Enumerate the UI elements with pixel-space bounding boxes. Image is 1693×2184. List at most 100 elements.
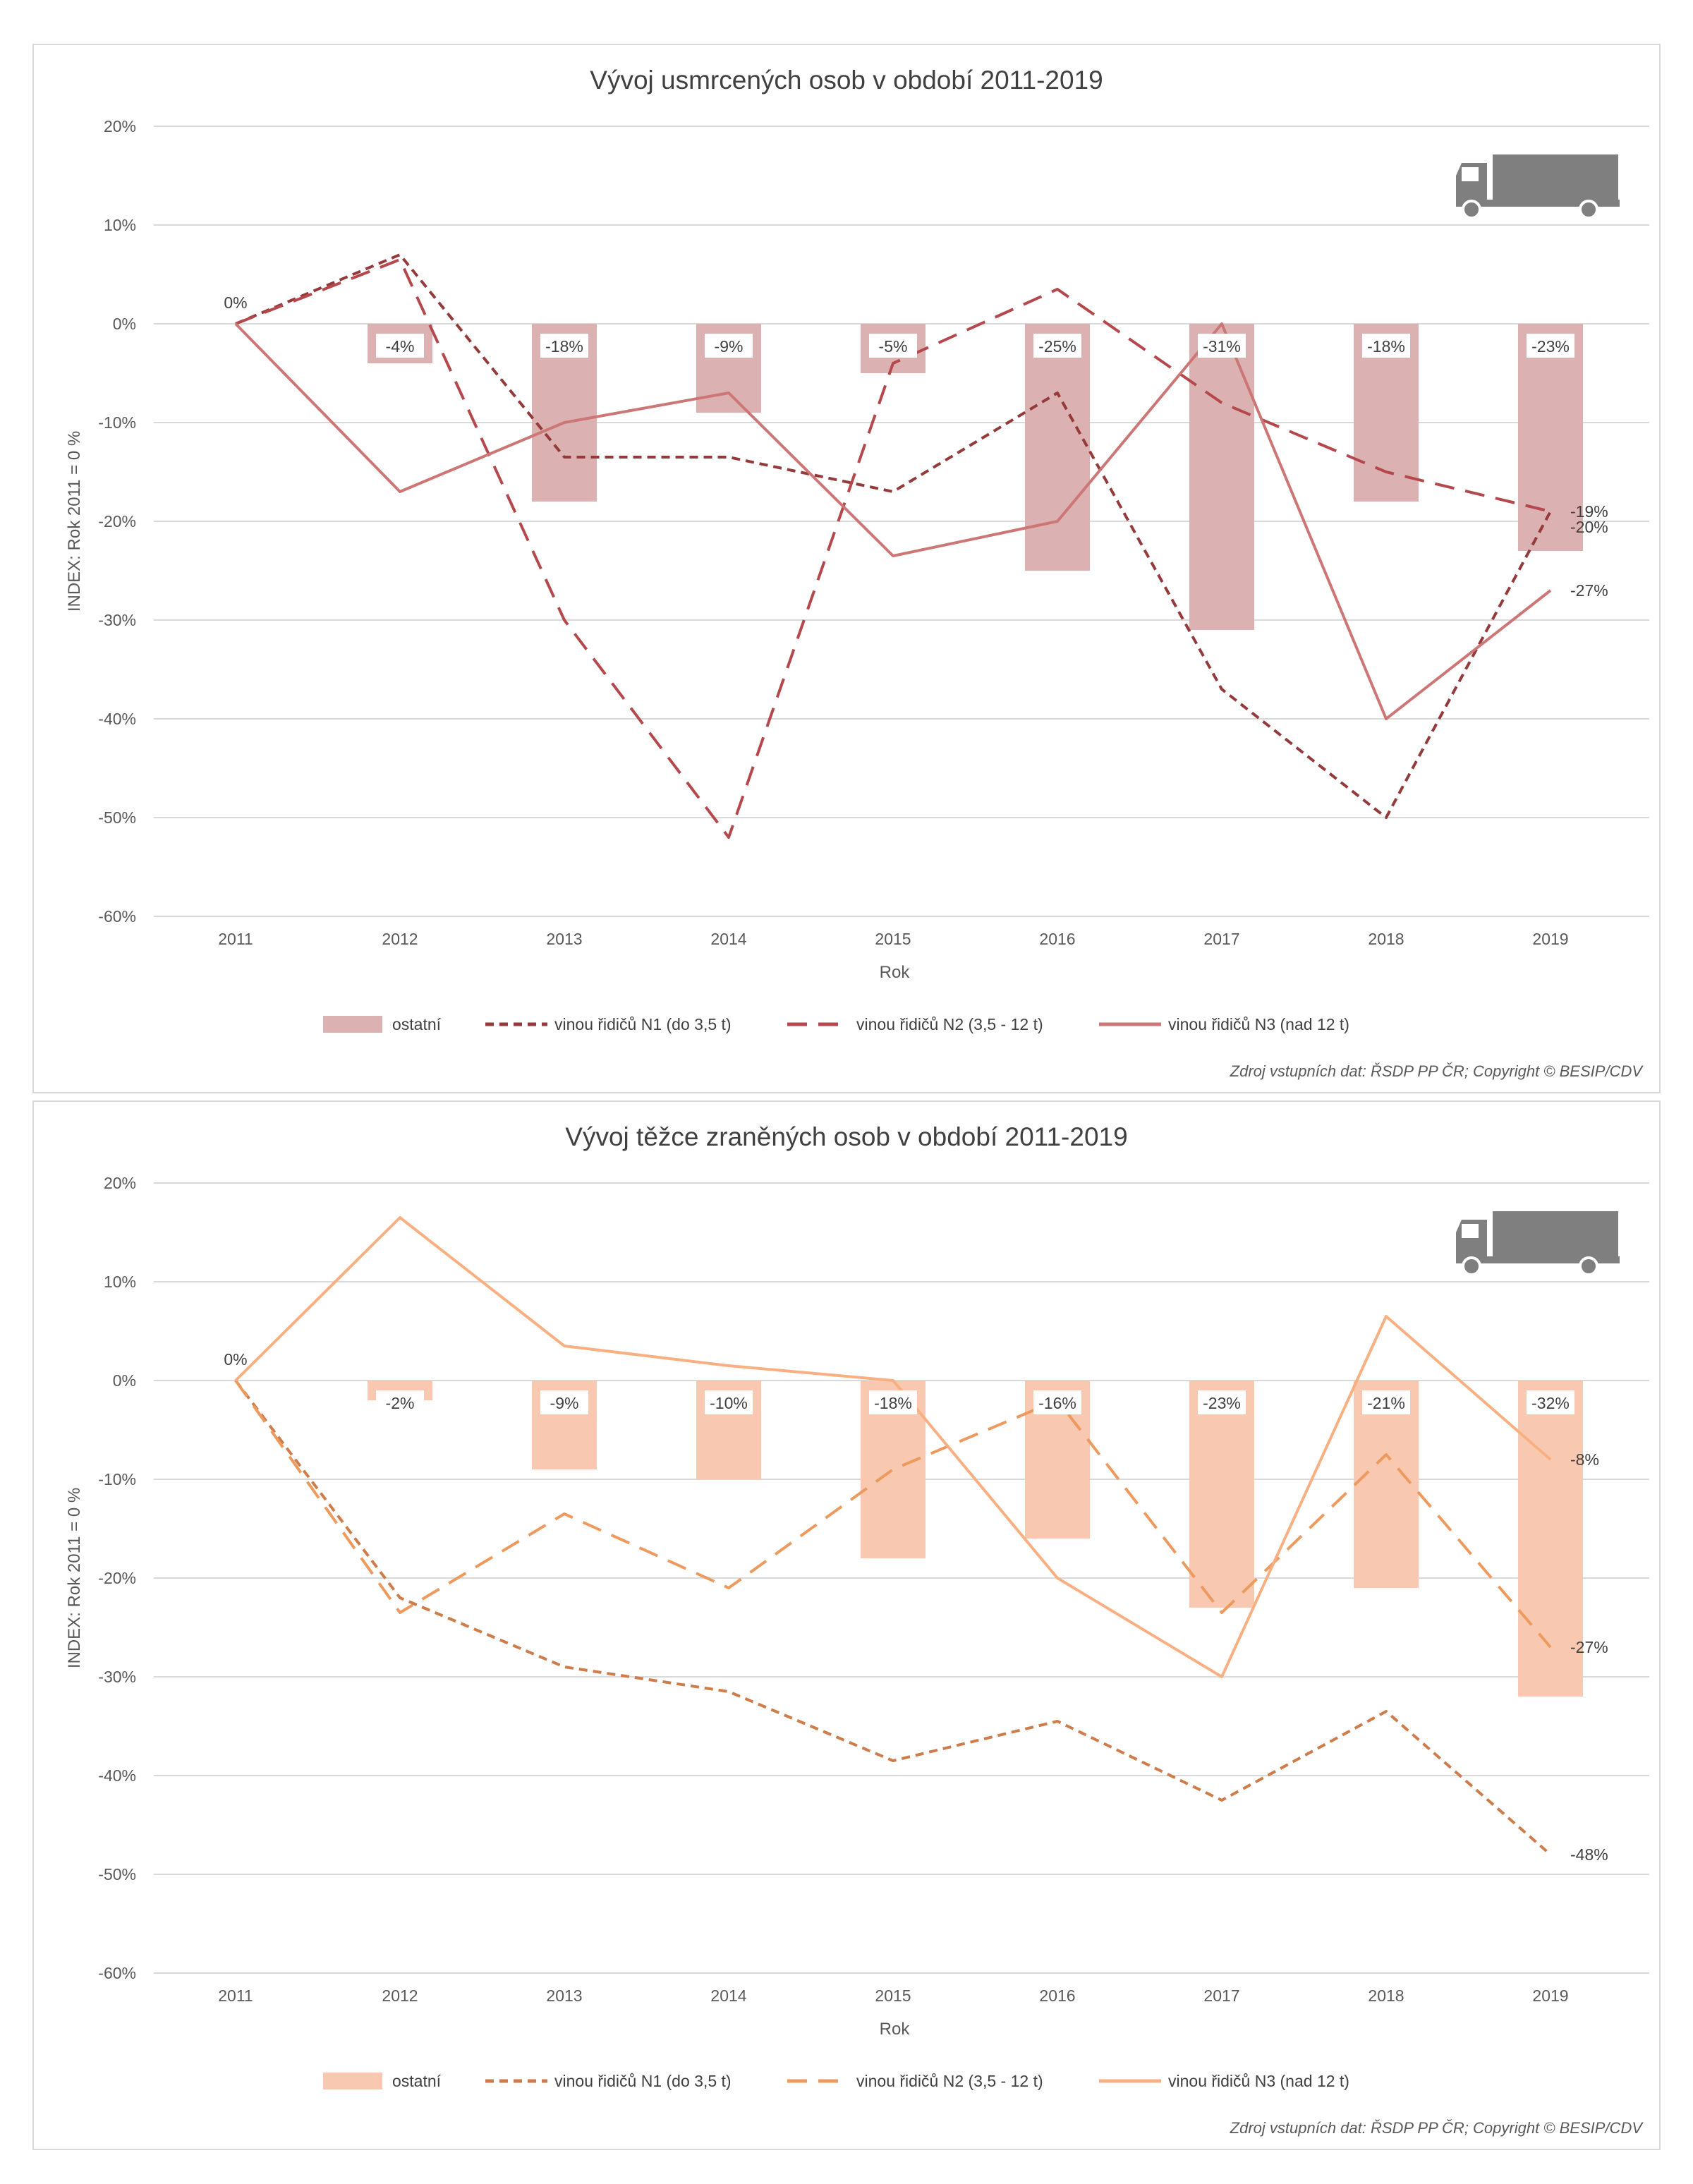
- truck-chassis: [1456, 1256, 1620, 1263]
- line-end-label: -8%: [1570, 1450, 1599, 1469]
- bar-data-label: -5%: [879, 337, 908, 356]
- y-tick-label: 10%: [104, 216, 136, 234]
- line-end-label: -20%: [1570, 518, 1608, 536]
- line-end-label: -27%: [1570, 1638, 1608, 1656]
- y-tick-label: -50%: [98, 808, 136, 827]
- x-tick-label: 2017: [1203, 930, 1239, 948]
- truck-icon: [1456, 154, 1620, 219]
- y-tick-label: -40%: [98, 1766, 136, 1785]
- line-end-label: -27%: [1570, 581, 1608, 600]
- y-tick-label: -20%: [98, 1569, 136, 1587]
- x-axis-label: Rok: [880, 2020, 911, 2039]
- fatalities-chart: Vývoj usmrcených osob v období 2011-2019…: [65, 66, 1649, 1080]
- bar-data-label: -16%: [1038, 1394, 1076, 1412]
- x-tick-label: 2019: [1532, 1986, 1568, 2005]
- x-tick-label: 2015: [875, 930, 911, 948]
- y-tick-label: 0%: [113, 315, 136, 333]
- bar: [1025, 324, 1090, 571]
- x-tick-label: 2011: [218, 930, 253, 948]
- y-tick-label: -30%: [98, 611, 136, 629]
- bar-data-label-box: [540, 334, 588, 358]
- truck-wheel-rear: [1579, 200, 1598, 219]
- legend-label: vinou řidičů N3 (nad 12 t): [1168, 1015, 1349, 1033]
- fatalities-chart-panel: Vývoj usmrcených osob v období 2011-2019…: [32, 44, 1661, 1093]
- truck-window: [1462, 1224, 1479, 1238]
- chart-title: Vývoj usmrcených osob v období 2011-2019: [590, 66, 1103, 95]
- bar-data-label: -21%: [1367, 1394, 1405, 1412]
- line-end-label: -48%: [1570, 1845, 1608, 1864]
- x-tick-label: 2018: [1368, 1986, 1404, 2005]
- bar-data-label-box: [705, 1390, 753, 1414]
- x-tick-label: 2011: [218, 1986, 253, 2005]
- y-tick-label: -20%: [98, 512, 136, 530]
- bar-data-label: -9%: [715, 337, 744, 356]
- bar-data-label: -9%: [550, 1394, 579, 1412]
- y-tick-label: -60%: [98, 1964, 136, 1982]
- y-tick-label: -60%: [98, 907, 136, 926]
- legend-swatch-bars: [323, 1016, 382, 1033]
- truck-chassis: [1456, 200, 1620, 207]
- y-tick-label: 20%: [104, 117, 136, 135]
- bar-data-label-box: [1527, 1390, 1574, 1414]
- y-axis-label: INDEX: Rok 2011 = 0 %: [65, 431, 84, 612]
- bar-data-label-box: [1198, 1390, 1246, 1414]
- y-tick-label: -40%: [98, 710, 136, 728]
- x-tick-label: 2012: [382, 1986, 418, 2005]
- bar-data-label-box: [1527, 334, 1574, 358]
- truck-wheel-front: [1462, 1256, 1481, 1276]
- bar-data-label: -4%: [386, 337, 415, 356]
- bar-data-label-box: [1362, 334, 1410, 358]
- x-tick-label: 2012: [382, 930, 418, 948]
- bar-data-label: -23%: [1203, 1394, 1241, 1412]
- bar-data-label-box: [540, 1390, 588, 1414]
- series-line-n2: [234, 1379, 1552, 1649]
- y-axis-label: INDEX: Rok 2011 = 0 %: [65, 1488, 84, 1668]
- truck-wheel-rear: [1579, 1256, 1598, 1276]
- legend-label: vinou řidičů N1 (do 3,5 t): [554, 1015, 732, 1033]
- bar-data-label: -25%: [1038, 337, 1076, 356]
- x-tick-label: 2014: [710, 930, 746, 948]
- truck-cargo-box: [1493, 1211, 1618, 1256]
- x-tick-label: 2013: [546, 1986, 582, 2005]
- legend-label: vinou řidičů N1 (do 3,5 t): [554, 2072, 732, 2090]
- truck-cargo-box: [1493, 154, 1618, 200]
- series-line-n3: [234, 322, 1552, 720]
- series-line-n3: [234, 1216, 1552, 1678]
- chart-title: Vývoj těžce zraněných osob v období 2011…: [565, 1122, 1127, 1151]
- bar-data-label: -18%: [545, 337, 583, 356]
- x-tick-label: 2019: [1532, 930, 1568, 948]
- bar-data-label: -31%: [1203, 337, 1241, 356]
- bar-data-label: -2%: [386, 1394, 415, 1412]
- truck-window: [1462, 167, 1479, 181]
- bar-data-label-box: [869, 1390, 917, 1414]
- x-tick-label: 2014: [710, 1986, 746, 2005]
- y-tick-label: -10%: [98, 413, 136, 432]
- bar-data-label: 0%: [224, 1350, 247, 1369]
- serious-injuries-chart-panel: Vývoj těžce zraněných osob v období 2011…: [32, 1100, 1661, 2150]
- bar-data-label-box: [869, 334, 917, 358]
- serious-injuries-chart: Vývoj těžce zraněných osob v období 2011…: [65, 1122, 1649, 2137]
- bar-data-label-box: [705, 334, 753, 358]
- series-line-n2: [235, 258, 1551, 839]
- legend-label: ostatní: [392, 2072, 442, 2090]
- bar-data-label: -18%: [874, 1394, 912, 1412]
- series-line-n1: [235, 253, 1552, 819]
- x-tick-label: 2015: [875, 1986, 911, 2005]
- bar: [1518, 1381, 1583, 1697]
- legend-label: vinou řidičů N2 (3,5 - 12 t): [856, 2072, 1043, 2090]
- x-tick-label: 2016: [1039, 930, 1075, 948]
- source-note: Zdroj vstupních dat: ŘSDP PP ČR; Copyrig…: [1230, 2119, 1644, 2137]
- bar-data-label-box: [1033, 334, 1081, 358]
- bar-data-label-box: [1198, 334, 1246, 358]
- y-tick-label: -10%: [98, 1470, 136, 1488]
- bar-data-label: -23%: [1531, 337, 1570, 356]
- x-tick-label: 2017: [1203, 1986, 1239, 2005]
- x-tick-label: 2018: [1368, 930, 1404, 948]
- series-line-n1: [234, 1379, 1552, 1856]
- y-tick-label: -50%: [98, 1865, 136, 1883]
- x-axis-label: Rok: [880, 963, 911, 982]
- legend-label: vinou řidičů N2 (3,5 - 12 t): [856, 1015, 1043, 1033]
- bar-data-label: -18%: [1367, 337, 1405, 356]
- bar-data-label-box: [1362, 1390, 1410, 1414]
- bar-data-label: -10%: [710, 1394, 748, 1412]
